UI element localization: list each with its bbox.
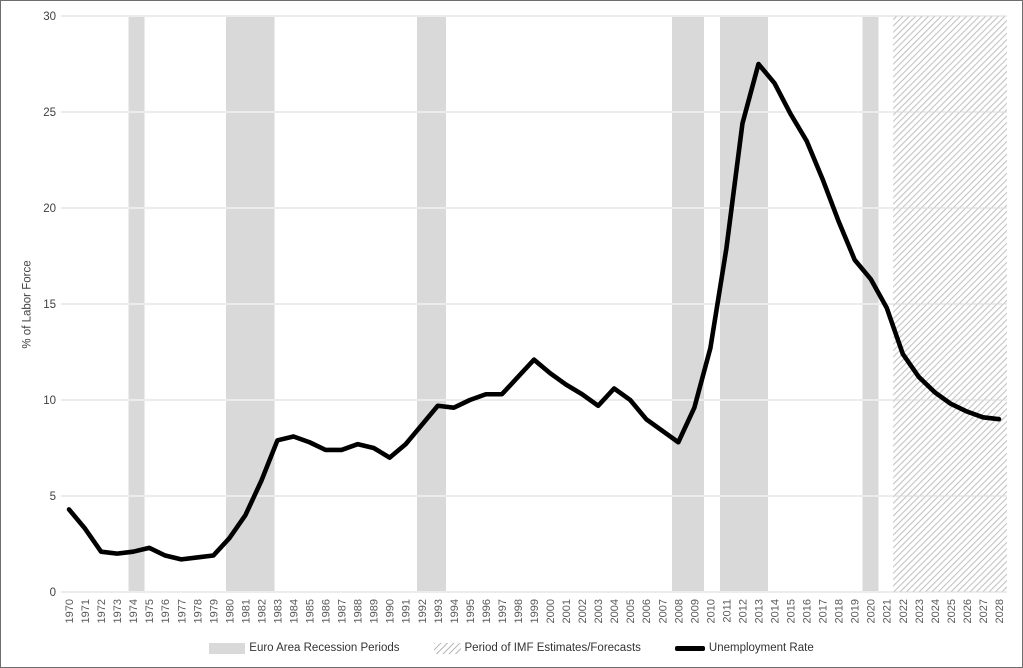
x-axis-tick-label: 1971: [80, 599, 92, 623]
y-axis-tick-label: 30: [43, 11, 56, 23]
x-axis-tick-label: 1976: [160, 599, 172, 623]
unemployment-rate-line: [66, 61, 1002, 562]
x-axis-tick-label: 1996: [481, 599, 493, 623]
x-axis-tick-label: 2009: [689, 599, 701, 623]
x-axis-tick-label: 1997: [497, 599, 509, 623]
x-axis-tick-label: 1979: [208, 599, 220, 623]
x-axis-tick-label: 2005: [625, 599, 637, 623]
x-axis-tick-label: 1994: [449, 599, 461, 623]
legend-item-imf-forecasts: Period of IMF Estimates/Forecasts: [433, 642, 641, 654]
x-axis-tick-label: 1995: [465, 599, 477, 623]
y-axis-tick-label: 20: [43, 203, 56, 215]
x-axis-tick-label: 2008: [673, 599, 685, 623]
x-axis-tick-label: 1974: [128, 599, 140, 623]
x-axis-tick-label: 2014: [770, 599, 782, 623]
x-axis-tick-label: 2023: [914, 599, 926, 623]
x-axis-tick-label: 2012: [737, 599, 749, 623]
legend-label-unemployment-rate: Unemployment Rate: [708, 642, 814, 654]
x-axis-tick-label: 2002: [577, 599, 589, 623]
x-axis-tick-label: 1986: [321, 599, 333, 623]
y-axis-tick-label: 25: [43, 107, 56, 119]
x-axis-tick-label: 2011: [721, 599, 733, 623]
x-axis-tick-label: 1998: [513, 599, 525, 623]
x-axis-tick-label: 1993: [433, 599, 445, 623]
y-axis-title: % of Labor Force: [21, 260, 34, 349]
legend-label-recession-periods: Euro Area Recession Periods: [249, 642, 400, 654]
x-axis-tick-label: 1985: [305, 599, 317, 623]
x-axis-tick-label: 2003: [593, 599, 605, 623]
hatch-swatch-icon: [433, 642, 461, 654]
x-axis-tick-label: 2025: [946, 599, 958, 623]
x-axis-tick-label: 2004: [609, 599, 621, 623]
x-axis-tick-label: 1988: [353, 599, 365, 623]
recession-band-swatch-icon: [209, 642, 246, 654]
x-axis-tick-label: 1989: [369, 599, 381, 623]
y-axis-tick-label: 15: [43, 299, 56, 311]
x-axis-tick-label: 1984: [288, 599, 300, 623]
x-axis-tick-label: 2018: [834, 599, 846, 623]
x-axis-tick-label: 1975: [144, 599, 156, 623]
x-axis-tick-label: 2026: [962, 599, 974, 623]
y-axis-tick-label: 0: [50, 587, 56, 599]
x-axis-tick-label: 1982: [256, 599, 268, 623]
x-axis-tick-label: 2006: [641, 599, 653, 623]
x-axis-tick-label: 1992: [417, 599, 429, 623]
legend: Euro Area Recession Periods Period of IM…: [1, 638, 1022, 658]
x-axis-tick-label: 2027: [978, 599, 990, 623]
x-axis-tick-label: 1983: [272, 599, 284, 623]
x-axis-tick-label: 2017: [818, 599, 830, 623]
x-axis-tick-label: 2015: [786, 599, 798, 623]
x-axis-tick-label: 2001: [561, 599, 573, 623]
y-axis-tick-label: 10: [43, 395, 56, 407]
x-axis-tick-label: 1978: [192, 599, 204, 623]
x-axis-tick-label: 2024: [930, 599, 942, 623]
x-axis-tick-label: 1972: [96, 599, 108, 623]
x-axis-tick-label: 2013: [753, 599, 765, 623]
x-axis-tick-label: 1999: [529, 599, 541, 623]
x-axis-tick-label: 1970: [64, 599, 76, 623]
x-axis-tick-label: 2019: [850, 599, 862, 623]
x-axis-tick-label: 2016: [802, 599, 814, 623]
line-swatch-icon: [674, 645, 705, 651]
x-axis-tick-label: 2020: [866, 599, 878, 623]
legend-label-imf-forecasts: Period of IMF Estimates/Forecasts: [464, 642, 641, 654]
x-axis-tick-label: 1990: [385, 599, 397, 623]
x-axis-tick-label: 1980: [224, 599, 236, 623]
y-axis-tick-label: 5: [50, 491, 56, 503]
legend-item-unemployment-rate: Unemployment Rate: [674, 642, 814, 654]
x-axis-tick-label: 1973: [112, 599, 124, 623]
x-axis-tick-label: 1981: [240, 599, 252, 623]
x-axis-tick-label: 1977: [176, 599, 188, 623]
x-axis-tick-label: 2021: [882, 599, 894, 623]
x-axis-tick-label: 2010: [705, 599, 717, 623]
x-axis-tick-label: 1991: [401, 599, 413, 623]
x-axis-tick-label: 2000: [545, 599, 557, 623]
legend-item-recession-periods: Euro Area Recession Periods: [209, 642, 400, 654]
x-axis-tick-label: 2028: [994, 599, 1006, 623]
x-axis-tick-label: 2022: [898, 599, 910, 623]
x-axis-tick-label: 1987: [337, 599, 349, 623]
x-axis-tick-label: 2007: [657, 599, 669, 623]
